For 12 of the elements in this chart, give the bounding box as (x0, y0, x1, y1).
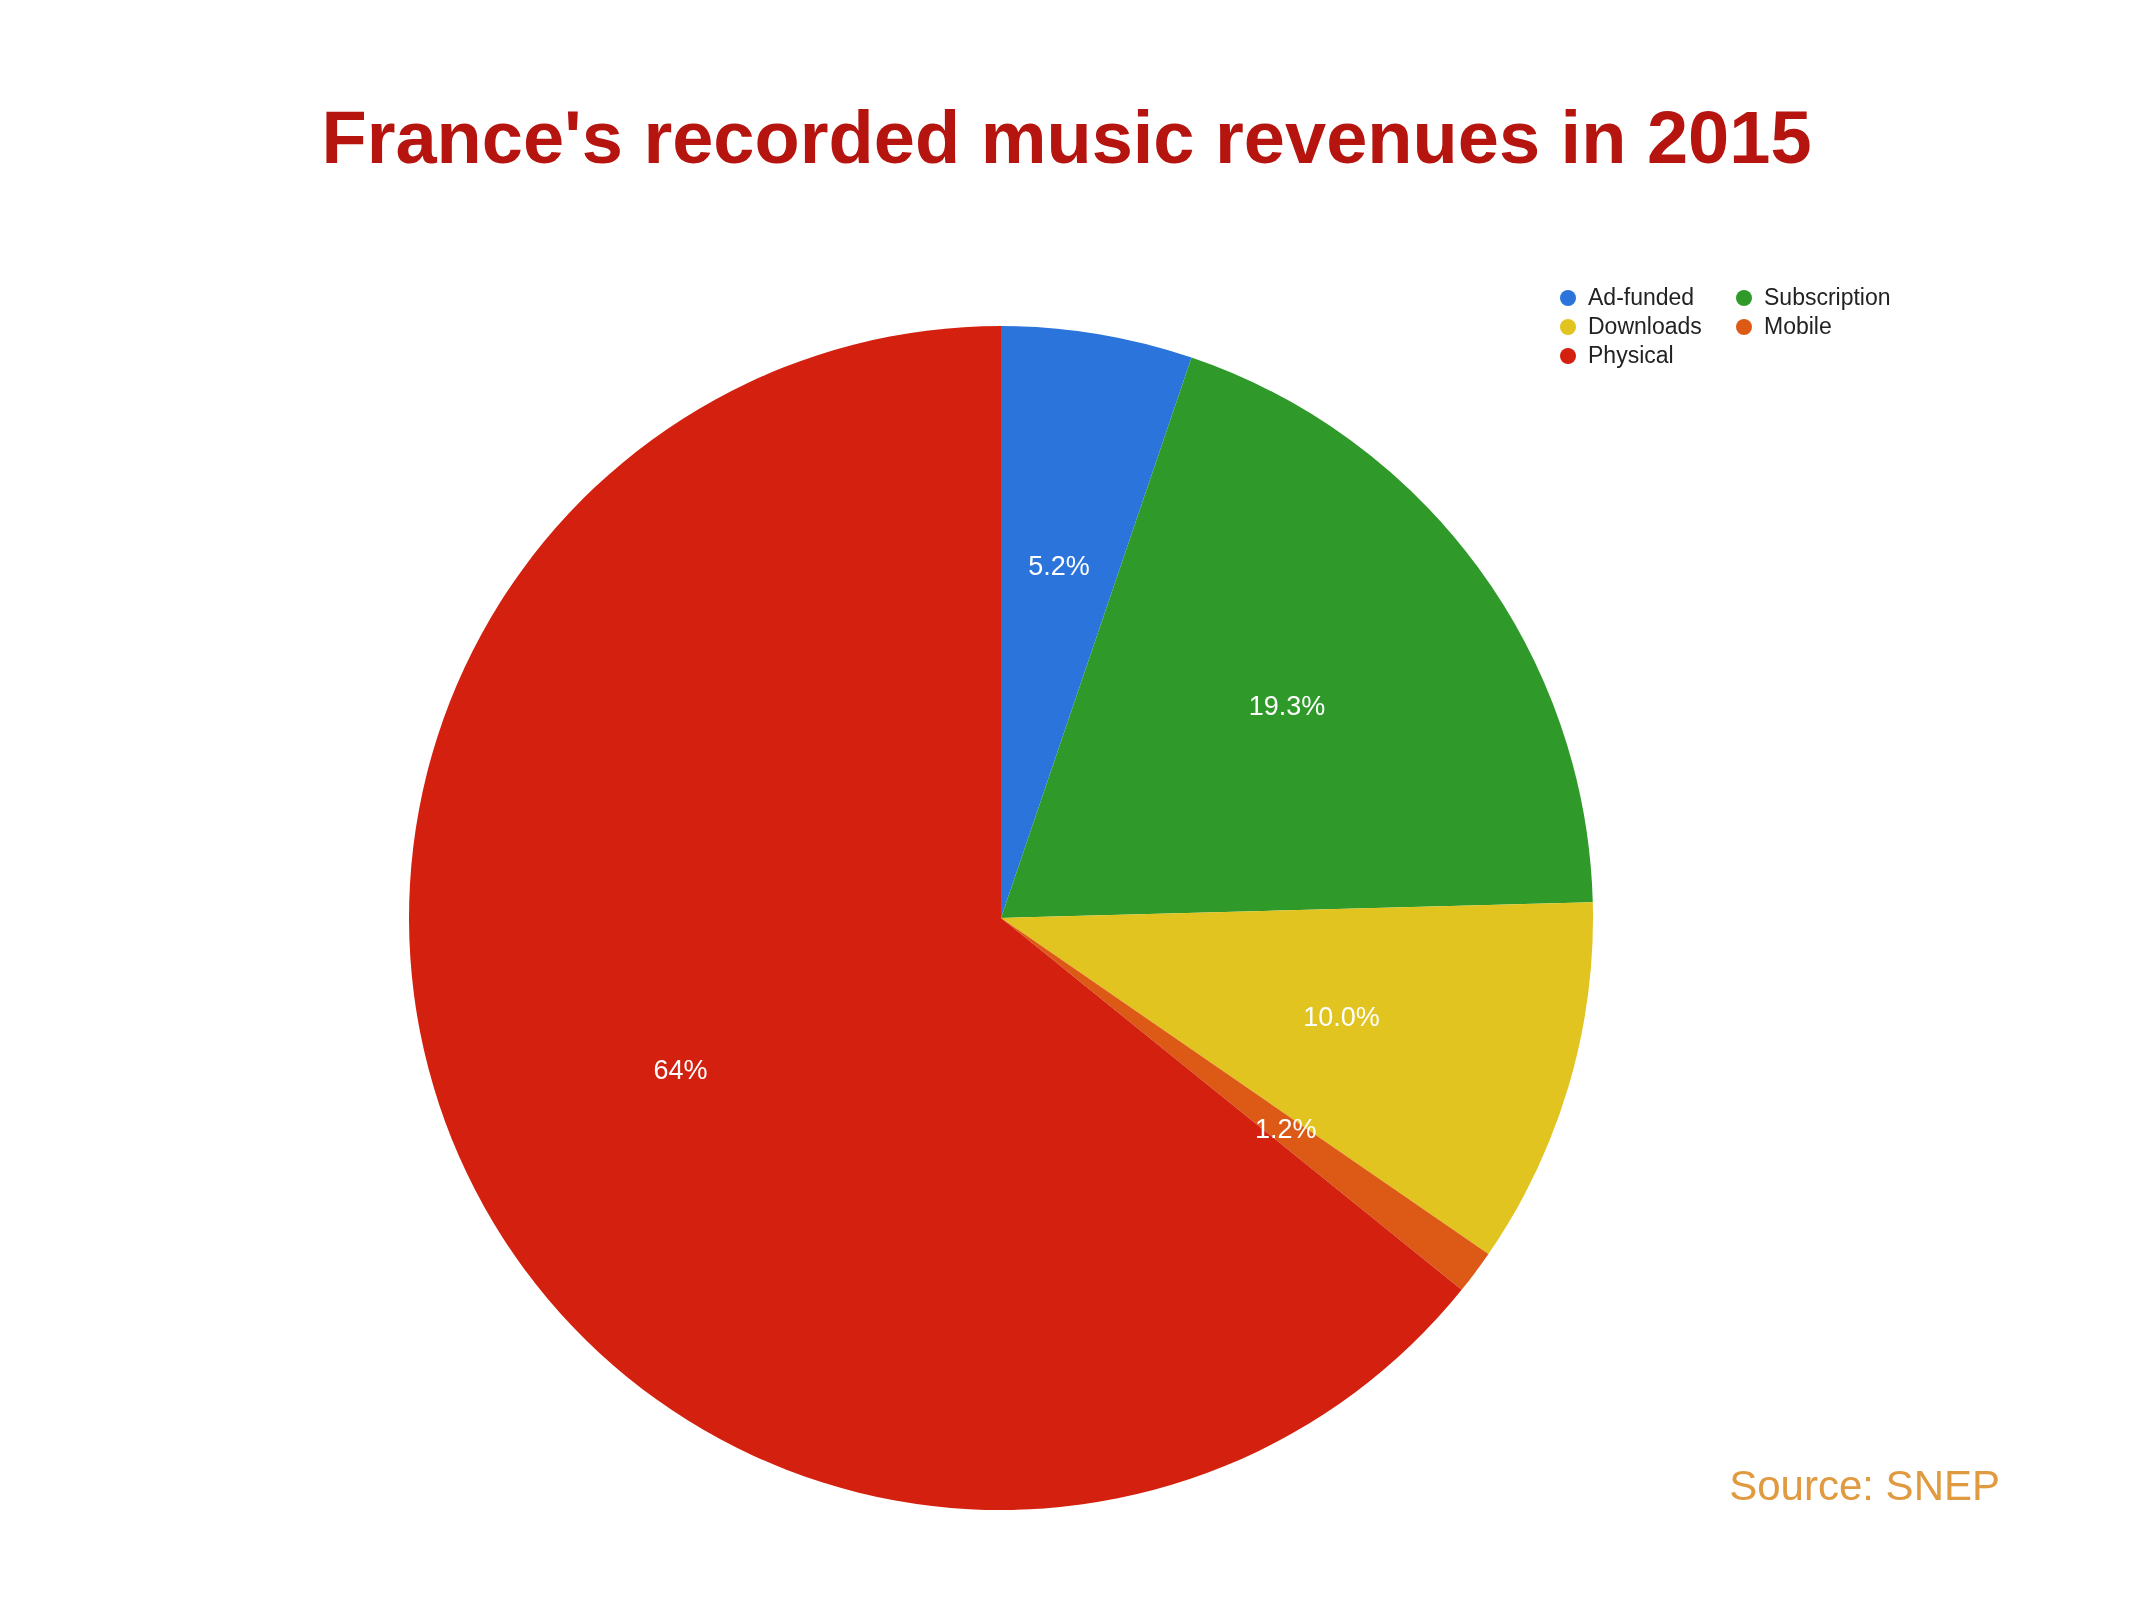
data-label: 64% (653, 1054, 708, 1085)
legend-label: Ad-funded (1588, 284, 1695, 311)
data-label: 19.3% (1248, 690, 1326, 721)
source-note: Source: SNEP (1729, 1462, 2000, 1510)
data-label: 5.2% (1028, 551, 1090, 582)
legend-label: Mobile (1764, 313, 1832, 340)
data-label: 10.0% (1303, 1002, 1380, 1033)
legend-label: Physical (1588, 342, 1674, 369)
chart-title: France's recorded music revenues in 2015 (320, 95, 1813, 180)
legend-label: Subscription (1764, 284, 1891, 311)
data-label: 1.2% (1254, 1113, 1317, 1144)
legend-label: Downloads (1588, 313, 1702, 340)
